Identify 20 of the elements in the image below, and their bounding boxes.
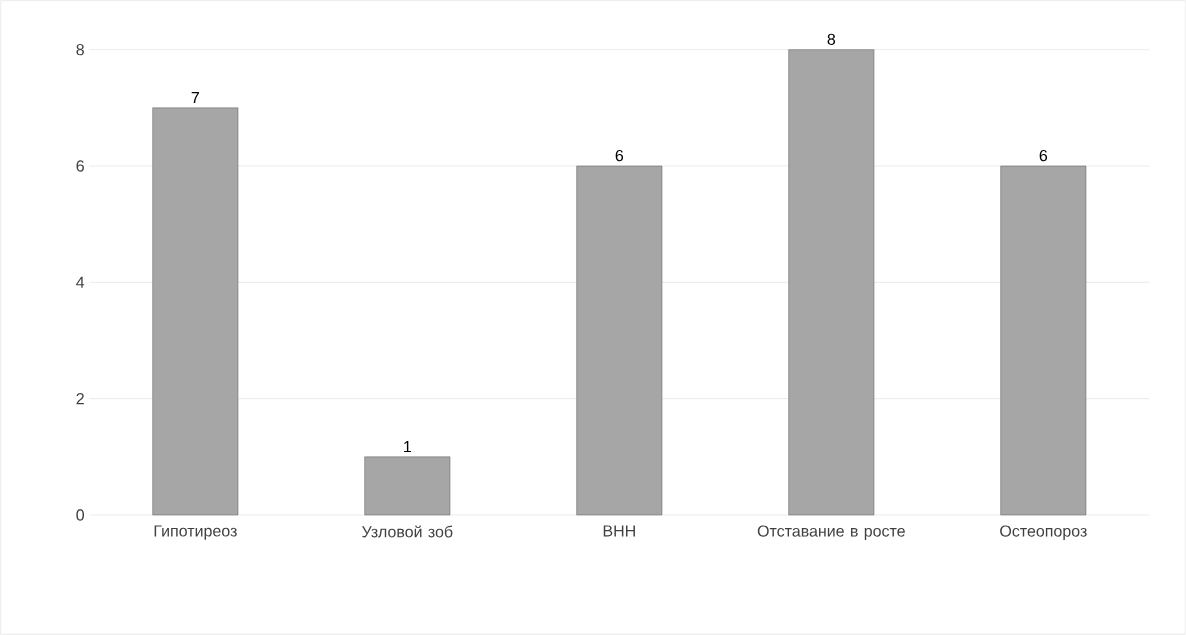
x-tick-label: ВНН bbox=[603, 525, 635, 537]
y-tick-label: 6 bbox=[76, 160, 84, 172]
data-label: 1 bbox=[404, 441, 411, 453]
data-label: 6 bbox=[1039, 149, 1048, 162]
y-tick-label: 4 bbox=[76, 276, 85, 288]
bar bbox=[1000, 165, 1087, 516]
bar bbox=[364, 456, 451, 516]
bar bbox=[788, 49, 875, 516]
data-label: 6 bbox=[615, 149, 624, 162]
y-tick-label: 8 bbox=[76, 44, 84, 56]
data-label: 8 bbox=[827, 33, 836, 45]
y-tick-label: 0 bbox=[76, 509, 85, 521]
bar bbox=[576, 165, 663, 516]
data-label: 7 bbox=[191, 92, 199, 104]
x-tick-label: Отставание в росте bbox=[757, 525, 905, 540]
bar bbox=[152, 107, 239, 516]
x-tick-label: Узловой зоб bbox=[362, 525, 453, 538]
x-tick-label: Гипотиреоз bbox=[154, 525, 237, 540]
y-tick-label: 2 bbox=[76, 393, 84, 405]
x-tick-label: Остеопороз bbox=[1000, 525, 1087, 540]
